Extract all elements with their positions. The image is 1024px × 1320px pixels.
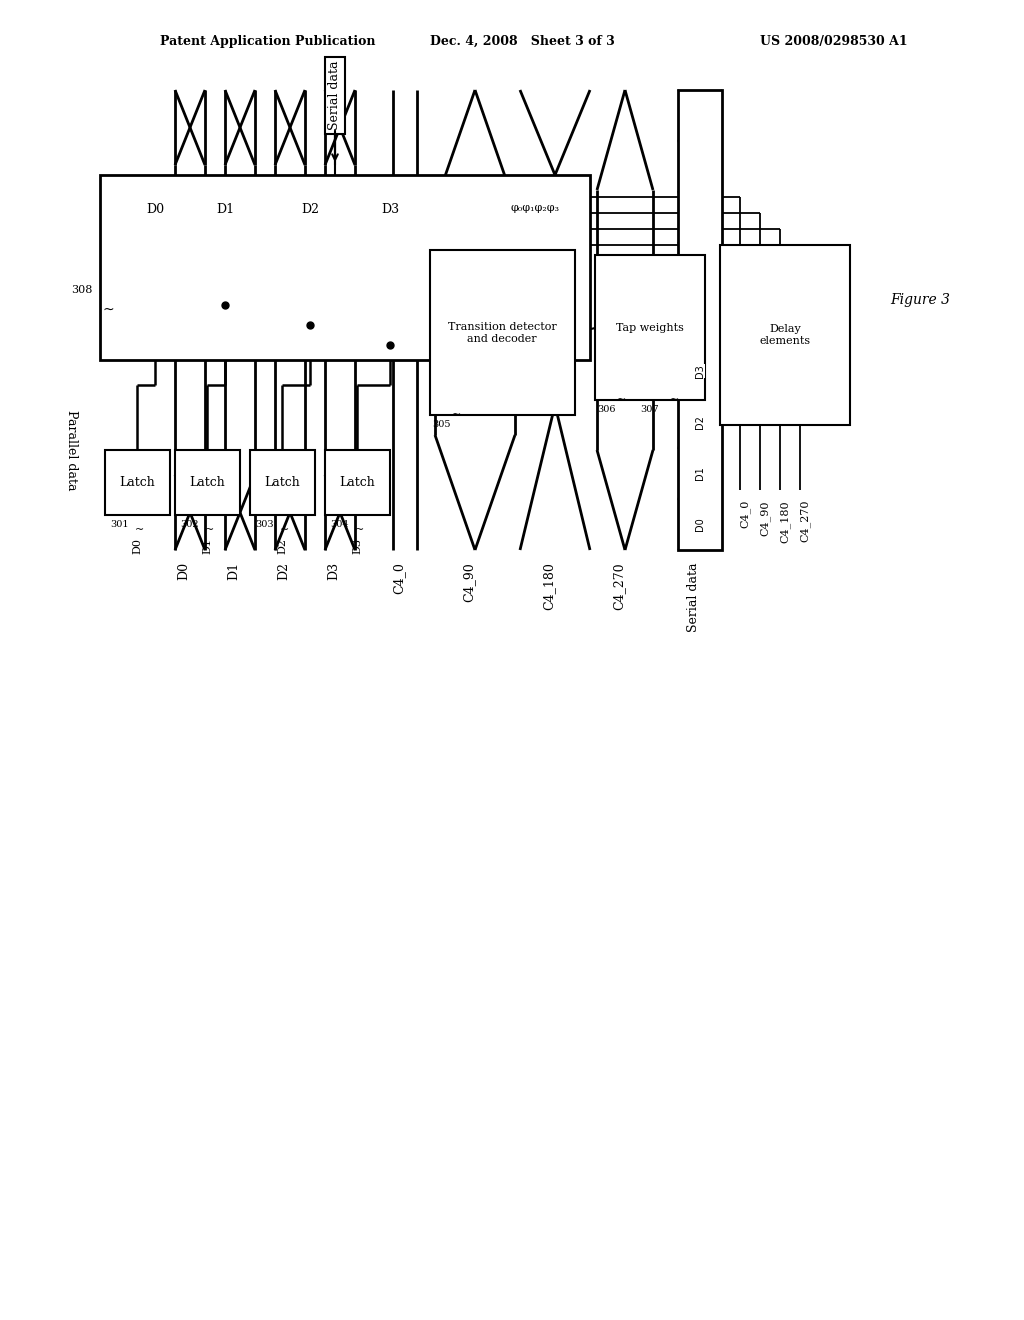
Text: D1: D1: [202, 539, 212, 554]
Text: D1: D1: [695, 466, 705, 480]
Text: C4_180: C4_180: [542, 562, 555, 610]
Text: D3: D3: [695, 364, 705, 378]
Text: ~: ~: [452, 411, 461, 420]
Text: ~: ~: [670, 395, 679, 405]
Bar: [325, 450, 390, 515]
Text: 302: 302: [180, 520, 199, 529]
Bar: [250, 450, 315, 515]
Text: 303: 303: [255, 520, 274, 529]
Text: Latch: Latch: [189, 477, 225, 490]
Text: Figure 3: Figure 3: [890, 293, 950, 308]
Text: D2: D2: [301, 203, 319, 216]
Text: ~: ~: [135, 525, 144, 535]
Bar: [430, 249, 575, 414]
Text: 305: 305: [432, 420, 451, 429]
Text: 307: 307: [641, 405, 659, 414]
Text: C4_90: C4_90: [760, 500, 771, 536]
Bar: [175, 450, 240, 515]
Text: D3: D3: [381, 203, 399, 216]
Text: Tap weights: Tap weights: [616, 323, 684, 333]
Text: Latch: Latch: [339, 477, 375, 490]
Text: Dec. 4, 2008   Sheet 3 of 3: Dec. 4, 2008 Sheet 3 of 3: [430, 36, 614, 48]
Bar: [678, 90, 722, 550]
Text: Latch: Latch: [119, 477, 155, 490]
Text: Latch: Latch: [264, 477, 300, 490]
Text: D0: D0: [695, 517, 705, 532]
Text: ~: ~: [205, 525, 214, 535]
Text: Transition detector
and decoder: Transition detector and decoder: [447, 322, 556, 343]
Text: 304: 304: [331, 520, 349, 529]
Text: 306: 306: [597, 405, 615, 414]
Text: D0: D0: [177, 562, 190, 579]
Text: Serial data: Serial data: [687, 562, 700, 631]
Text: D3: D3: [327, 562, 340, 579]
Text: D2: D2: [695, 416, 705, 429]
Text: C4_180: C4_180: [780, 500, 791, 543]
Text: ~: ~: [102, 304, 114, 317]
Bar: [595, 255, 705, 400]
Text: US 2008/0298530 A1: US 2008/0298530 A1: [760, 36, 907, 48]
Text: φ₀φ₁φ₂φ₃: φ₀φ₁φ₂φ₃: [510, 203, 559, 213]
Text: ~: ~: [280, 525, 289, 535]
Text: C4_270: C4_270: [800, 500, 811, 543]
Text: Delay
elements: Delay elements: [760, 325, 811, 346]
Text: Parallel data: Parallel data: [66, 409, 79, 490]
Text: ~: ~: [355, 525, 365, 535]
Text: C4_0: C4_0: [740, 500, 751, 528]
Text: D2: D2: [278, 539, 287, 554]
Text: C4_270: C4_270: [612, 562, 625, 610]
Text: D3: D3: [352, 539, 362, 554]
Text: Patent Application Publication: Patent Application Publication: [160, 36, 376, 48]
Bar: [720, 246, 850, 425]
Text: 308: 308: [71, 285, 92, 294]
Text: C4_90: C4_90: [462, 562, 475, 602]
Bar: [100, 176, 590, 360]
Text: D0: D0: [146, 203, 164, 216]
Text: ~: ~: [617, 395, 627, 405]
Text: D1: D1: [216, 203, 234, 216]
Text: D0: D0: [132, 539, 142, 554]
Text: D1: D1: [227, 562, 240, 579]
Text: D2: D2: [278, 562, 290, 579]
Text: 301: 301: [111, 520, 129, 529]
Text: Serial data: Serial data: [329, 61, 341, 129]
Text: C4_0: C4_0: [392, 562, 406, 594]
Bar: [105, 450, 170, 515]
